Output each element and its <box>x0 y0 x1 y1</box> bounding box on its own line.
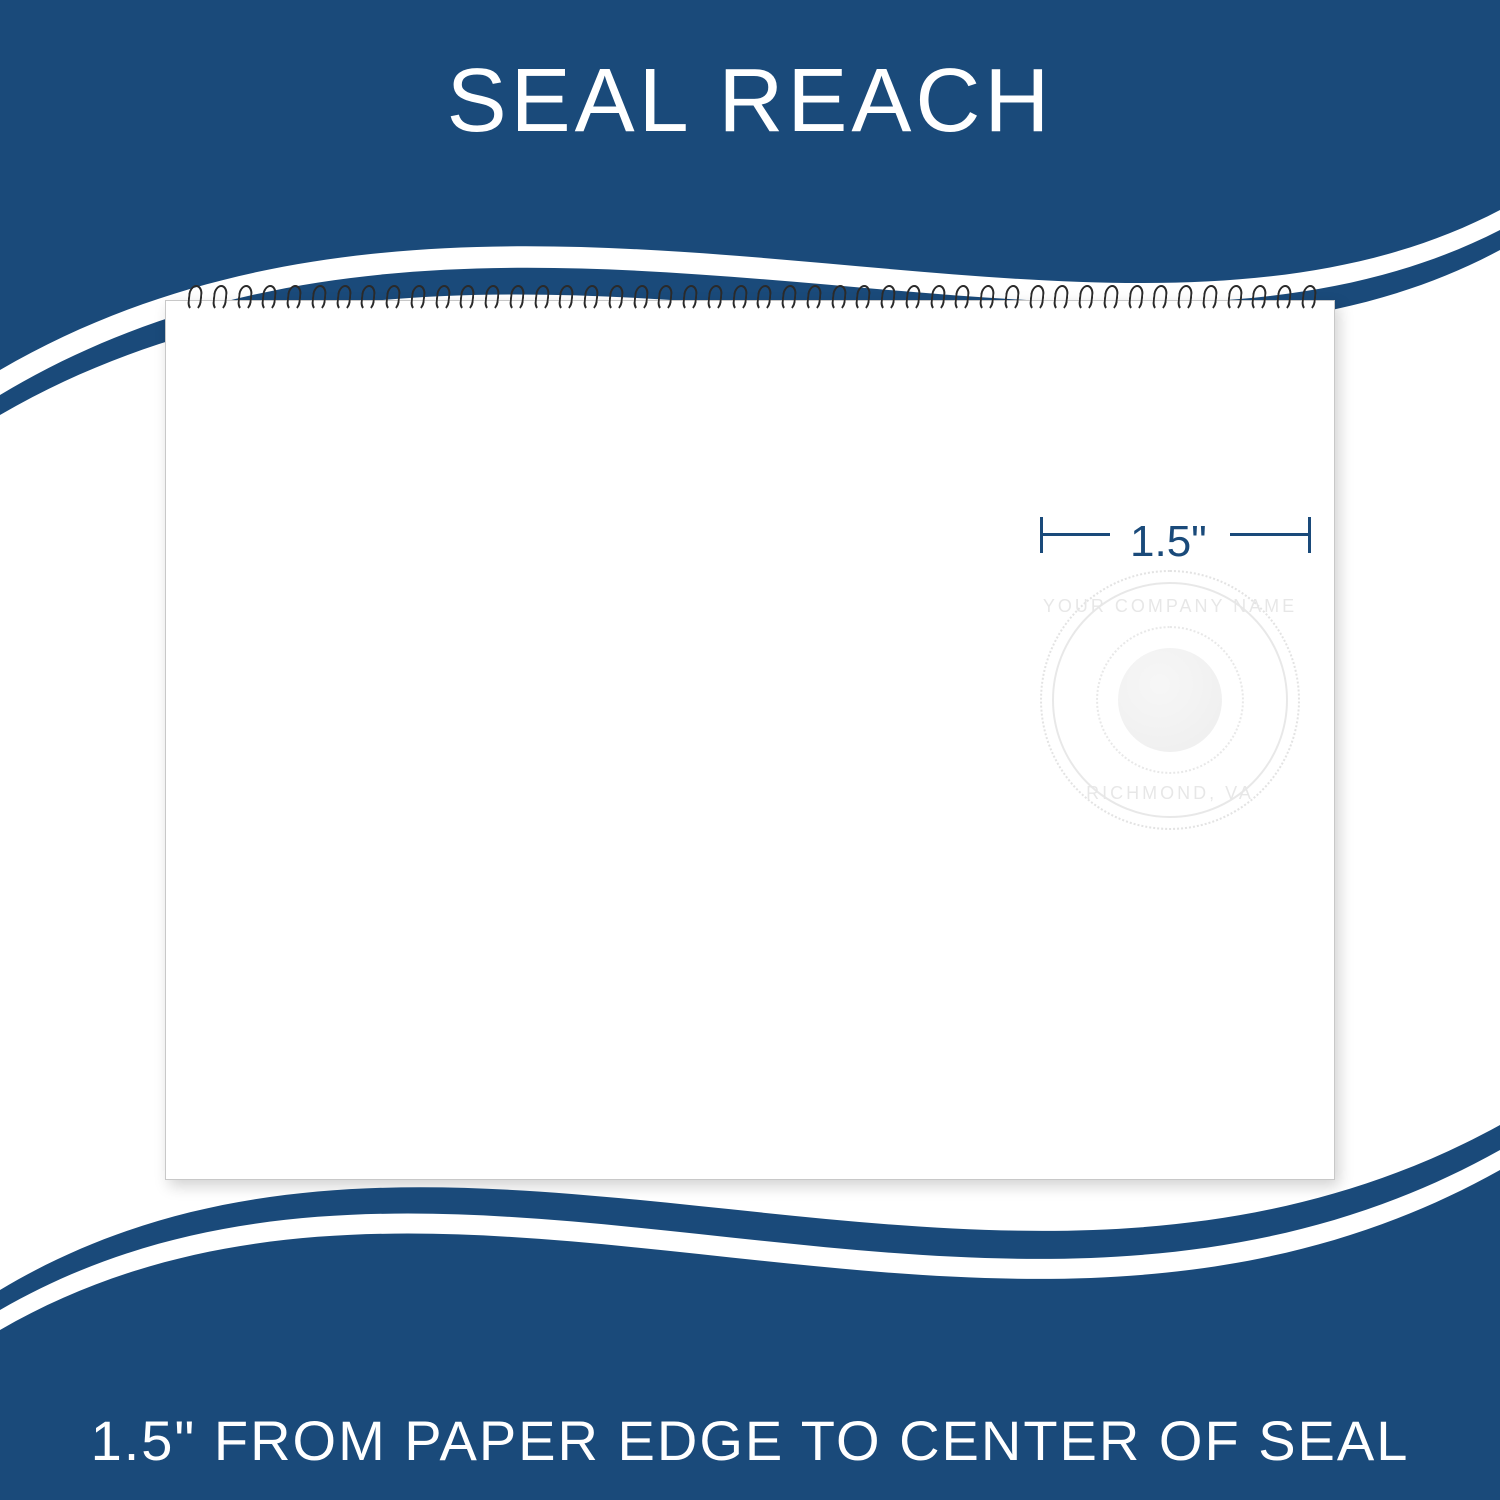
spiral-loop <box>582 283 596 317</box>
spiral-loop <box>533 283 547 317</box>
spiral-loop <box>260 283 274 317</box>
dimension-callout: 1.5" <box>1040 505 1320 565</box>
spiral-loop <box>632 283 646 317</box>
spiral-loop <box>1077 283 1091 317</box>
spiral-loop <box>953 283 967 317</box>
spiral-loop <box>557 283 571 317</box>
seal-text-bottom: RICHMOND, VA <box>1040 783 1300 804</box>
spiral-loop <box>310 283 324 317</box>
spiral-loop <box>1102 283 1116 317</box>
seal-text-top: YOUR COMPANY NAME <box>1040 596 1300 617</box>
spiral-loop <box>607 283 621 317</box>
spiral-loop <box>904 283 918 317</box>
seal-core-icon <box>1118 648 1222 752</box>
spiral-loop <box>1127 283 1141 317</box>
spiral-loop <box>211 283 225 317</box>
spiral-loop <box>384 283 398 317</box>
spiral-loop <box>434 283 448 317</box>
spiral-loop <box>879 283 893 317</box>
page-title: SEAL REACH <box>0 50 1500 153</box>
spiral-loop <box>1151 283 1165 317</box>
dimension-line-left <box>1040 533 1110 536</box>
spiral-loop <box>1300 283 1314 317</box>
spiral-loop <box>656 283 670 317</box>
spiral-binding <box>186 283 1314 323</box>
footer-band: 1.5" FROM PAPER EDGE TO CENTER OF SEAL <box>0 1380 1500 1500</box>
embossed-seal: YOUR COMPANY NAME RICHMOND, VA <box>1040 570 1300 830</box>
spiral-loop <box>236 283 250 317</box>
spiral-loop <box>681 283 695 317</box>
dimension-label: 1.5" <box>1130 517 1207 567</box>
spiral-loop <box>1003 283 1017 317</box>
spiral-loop <box>1226 283 1240 317</box>
spiral-loop <box>1052 283 1066 317</box>
spiral-loop <box>186 283 200 317</box>
spiral-loop <box>458 283 472 317</box>
dimension-line-right <box>1230 533 1310 536</box>
spiral-loop <box>483 283 497 317</box>
footer-text: 1.5" FROM PAPER EDGE TO CENTER OF SEAL <box>91 1408 1410 1473</box>
spiral-loop <box>359 283 373 317</box>
spiral-loop <box>508 283 522 317</box>
spiral-loop <box>1275 283 1289 317</box>
dimension-tick-right <box>1308 517 1311 553</box>
spiral-loop <box>706 283 720 317</box>
spiral-loop <box>1250 283 1264 317</box>
spiral-loop <box>335 283 349 317</box>
spiral-loop <box>285 283 299 317</box>
spiral-loop <box>854 283 868 317</box>
spiral-loop <box>1028 283 1042 317</box>
spiral-loop <box>1176 283 1190 317</box>
spiral-loop <box>978 283 992 317</box>
spiral-loop <box>780 283 794 317</box>
spiral-loop <box>755 283 769 317</box>
spiral-loop <box>409 283 423 317</box>
spiral-loop <box>929 283 943 317</box>
spiral-loop <box>731 283 745 317</box>
spiral-loop <box>1201 283 1215 317</box>
spiral-loop <box>830 283 844 317</box>
spiral-loop <box>805 283 819 317</box>
